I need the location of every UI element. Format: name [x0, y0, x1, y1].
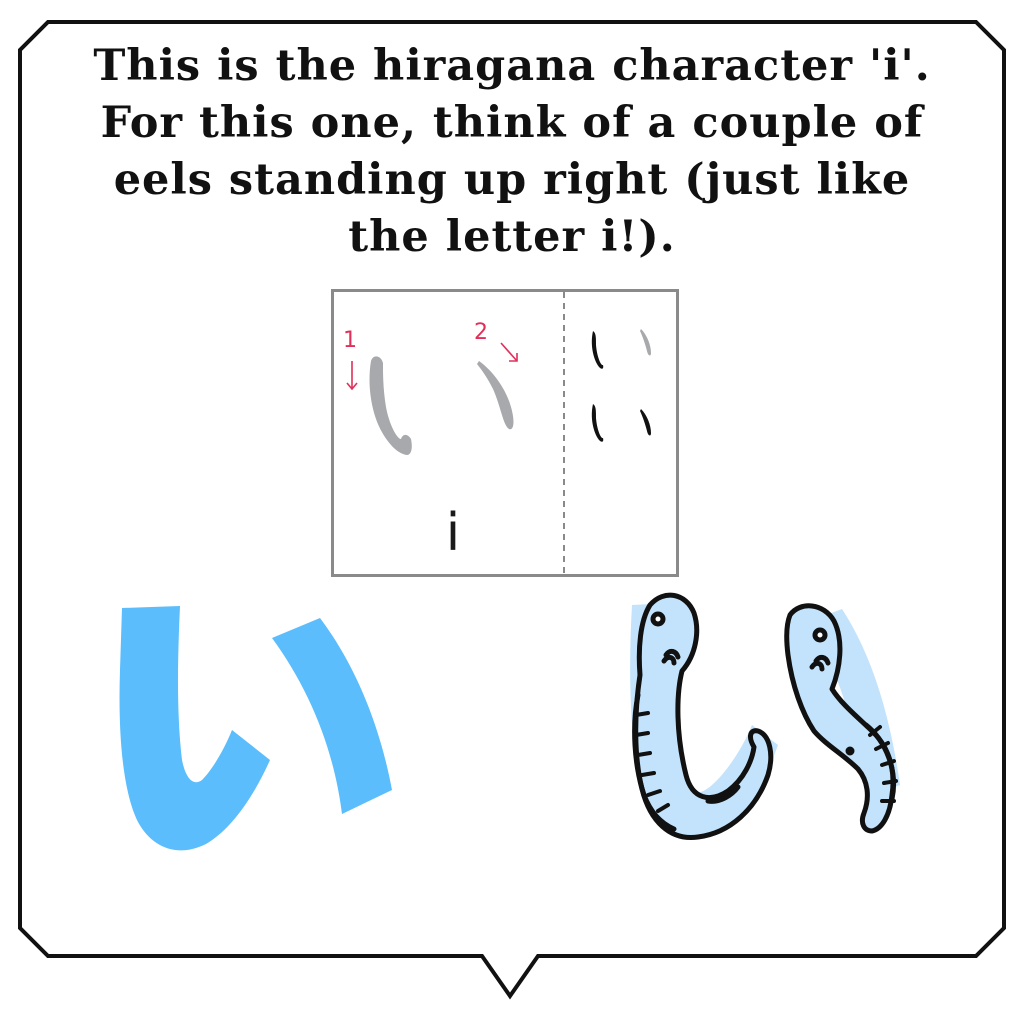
caption-line-3: eels standing up right (just like	[113, 155, 911, 205]
caption-text: This is the hiragana character 'i'. For …	[40, 38, 984, 266]
stroke-2-shape	[477, 361, 514, 430]
caption-line-1: This is the hiragana character 'i'.	[93, 41, 931, 91]
eels-illustration	[630, 592, 900, 840]
caption-line-2: For this one, think of a couple of	[100, 98, 924, 148]
romaji-label: i	[445, 503, 461, 563]
stroke-1-number: 1	[343, 328, 357, 353]
arrow-down-icon	[346, 361, 358, 391]
mini-stroke-2b	[640, 409, 651, 436]
big-stroke-1	[119, 606, 270, 851]
eel-right-icon	[784, 603, 898, 834]
stroke-2-number: 2	[474, 320, 488, 345]
stroke-order-card	[331, 289, 679, 577]
caption-line-4: the letter i!).	[348, 212, 676, 262]
mini-stroke-2a-gray	[640, 329, 651, 356]
arrow-down-right-icon	[500, 342, 518, 362]
mini-stroke-1a	[591, 331, 604, 369]
big-stroke-2	[272, 618, 392, 814]
stroke-1-shape	[369, 356, 412, 455]
mini-stroke-1b	[591, 404, 604, 442]
eel-left-icon	[632, 592, 774, 840]
hiragana-i-character	[119, 606, 392, 851]
